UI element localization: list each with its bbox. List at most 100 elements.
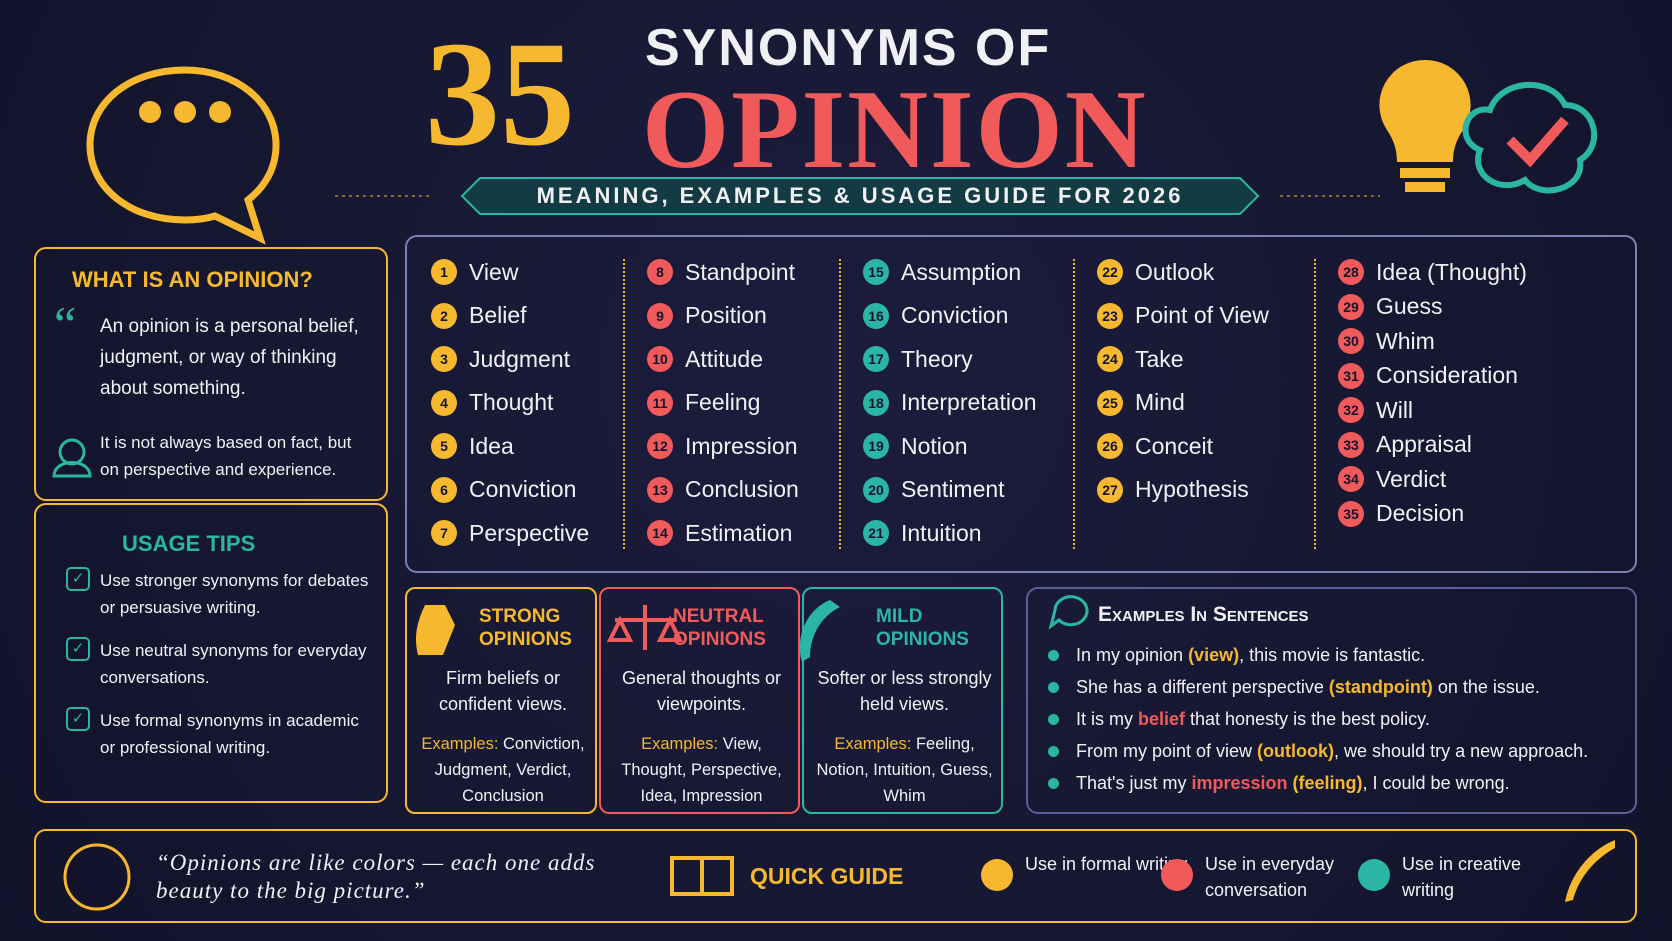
synonym-number: 26: [1097, 433, 1123, 459]
column-divider: [1073, 259, 1075, 549]
category-title: STRONG OPINIONS: [479, 606, 572, 650]
synonym-word: Guess: [1376, 293, 1443, 319]
synonym: 9 Position: [647, 301, 767, 331]
legend-swatch: [1161, 859, 1193, 891]
sentence-text: that honesty is the best policy.: [1185, 709, 1430, 729]
synonym: 23 Point of View: [1097, 301, 1269, 331]
synonyms-panel: 1 View 2 Belief 3 Judgment 4 Thought 5 Idea 6 Convi…: [405, 235, 1637, 573]
synonym-number: 18: [863, 389, 889, 416]
synonym-word: Decision: [1376, 500, 1465, 526]
category-title: NEUTRAL OPINIONS: [673, 606, 766, 650]
synonym-number: 31: [1338, 362, 1364, 389]
examples-list: Conviction, Judgment, Verdict, Conclusio…: [434, 735, 585, 805]
synonym-number: 23: [1097, 302, 1123, 329]
synonym-number: 32: [1338, 397, 1364, 423]
category-description: Firm beliefs or confident views.: [438, 668, 568, 714]
tip: ✓ Use formal synonyms in academic or prof…: [66, 707, 376, 777]
sentence-text: It is my: [1076, 709, 1138, 729]
synonym-word: Standpoint: [685, 258, 795, 285]
synonym-number: 15: [863, 259, 889, 285]
category-box: STRONG OPINIONS Firm beliefs or confident…: [405, 587, 597, 814]
synonym: 5 Idea: [431, 431, 514, 461]
synonym-word: Attitude: [685, 345, 763, 372]
synonym-number: 12: [647, 433, 673, 459]
synonym-word: Verdict: [1376, 465, 1447, 492]
synonym: 6 Conviction: [431, 475, 576, 505]
sentence-text: In my opinion: [1076, 645, 1189, 665]
examples-heading: Examples In Sentences: [1098, 603, 1309, 626]
sentence: In my opinion (view), this movie is fant…: [1048, 639, 1628, 671]
synonym-word: Theory: [901, 345, 973, 372]
legend-swatch: [981, 859, 1013, 891]
synonym: 17 Theory: [863, 344, 973, 374]
category-examples: Examples: Conviction, Judgment, Verdict,…: [413, 731, 593, 809]
synonym-word: Conceit: [1135, 432, 1213, 459]
legend-swatch: [1358, 859, 1390, 891]
synonym-number: 5: [431, 433, 457, 459]
synonym: 8 Standpoint: [647, 257, 795, 287]
examples-label: Examples:: [421, 735, 499, 753]
synonym-word: Take: [1135, 345, 1184, 372]
synonym-number: 17: [863, 346, 889, 372]
examples-label: Examples:: [834, 735, 912, 753]
synonym: 27 Hypothesis: [1097, 475, 1249, 505]
synonym-number: 24: [1097, 346, 1123, 372]
tip: ✓ Use neutral synonyms for everyday conve…: [66, 637, 376, 707]
legend-item: Use in creative writing: [1358, 851, 1572, 903]
sentence-text: She has a different perspective: [1076, 677, 1329, 697]
bullet: [1048, 714, 1059, 725]
synonym-word: Conviction: [469, 476, 577, 502]
synonym-word: Notion: [901, 432, 968, 459]
synonym-number: 10: [647, 346, 673, 372]
synonym: 21 Intuition: [863, 518, 982, 548]
definition-note: It is not always based on fact, but on p…: [100, 433, 352, 479]
synonym-word: Idea (Thought): [1376, 258, 1527, 285]
synonym-number: 2: [431, 302, 457, 329]
sentence: From my point of view (outlook), we shou…: [1048, 735, 1628, 767]
synonym-number: 3: [431, 346, 457, 372]
sentence-text: That's just my: [1076, 773, 1192, 793]
highlight: (view): [1188, 645, 1240, 665]
synonym-word: Perspective: [469, 519, 590, 546]
title-top: SYNONYMS OF: [645, 19, 1052, 77]
synonym-number: 21: [863, 520, 889, 546]
synonym: 24 Take: [1097, 344, 1184, 374]
synonym-number: 1: [431, 259, 457, 285]
synonym-number: 19: [863, 433, 889, 459]
synonym-number: 8: [647, 259, 673, 285]
highlight: (standpoint): [1328, 677, 1433, 697]
synonym: 28 Idea (Thought): [1338, 257, 1527, 287]
definition-box: WHAT IS AN OPINION? “ An opinion is a pe…: [34, 247, 388, 501]
synonym-number: 34: [1338, 466, 1364, 492]
highlight: impression: [1191, 773, 1288, 793]
header-number: 35: [425, 11, 575, 177]
synonym-word: View: [469, 258, 519, 285]
synonym: 22 Outlook: [1097, 257, 1214, 287]
sentence-text: , I could be wrong.: [1362, 773, 1510, 793]
subtitle: MEANING, EXAMPLES & USAGE GUIDE FOR 2026: [536, 183, 1184, 208]
synonym-word: Feeling: [685, 389, 761, 415]
sentence: It is my belief that honesty is the best…: [1048, 703, 1628, 735]
sentence-text: , we should try a new approach.: [1334, 741, 1589, 761]
highlight: (feeling): [1292, 773, 1363, 793]
tip-text: Use formal synonyms in academic or profe…: [100, 711, 359, 757]
tips-heading: USAGE TIPS: [122, 531, 256, 556]
category-description: Softer or less strongly held views.: [817, 668, 992, 714]
synonym: 19 Notion: [863, 431, 967, 461]
synonym-number: 33: [1338, 431, 1364, 458]
legend-label: Use in everyday conversation: [1205, 854, 1335, 900]
legend-label: Use in formal writing: [1025, 854, 1189, 874]
synonym: 20 Sentiment: [863, 475, 1005, 505]
synonym-word: Thought: [469, 389, 554, 415]
synonym: 13 Conclusion: [647, 475, 799, 505]
examples-list: View, Thought, Perspective, Idea, Impres…: [621, 735, 782, 805]
highlight: belief: [1138, 709, 1186, 729]
category-examples: Examples: Feeling, Notion, Intuition, Gu…: [810, 731, 999, 809]
synonym: 35 Decision: [1338, 499, 1464, 529]
synonym: 2 Belief: [431, 301, 527, 331]
sentence: She has a different perspective (standpo…: [1048, 671, 1628, 703]
synonym-word: Belief: [469, 302, 527, 328]
column-divider: [623, 259, 625, 549]
synonym: 1 View: [431, 257, 518, 287]
